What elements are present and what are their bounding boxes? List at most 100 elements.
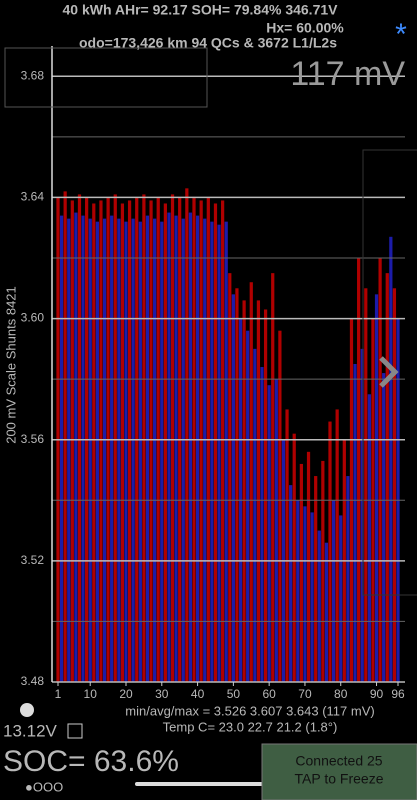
calendar-icon[interactable] (67, 723, 83, 739)
bar (374, 294, 379, 682)
bar (153, 218, 157, 682)
aux-voltage: 13.12V (3, 721, 58, 740)
y-tick-label: 3.64 (21, 190, 45, 204)
x-tick-label: 40 (191, 687, 205, 701)
bar (321, 460, 325, 682)
plot: 3.48 3.52 3.56 3.60 3.64 3.68 1 10 20 30 40 50 60 70 8… (21, 46, 405, 701)
bar (95, 221, 99, 682)
x-tick-label: 20 (119, 687, 133, 701)
bar (117, 218, 121, 682)
y-axis-label: 200 mV Scale Shunts 8421 (3, 286, 18, 444)
bar (199, 200, 203, 682)
bar (124, 221, 128, 682)
bar (267, 385, 271, 682)
x-tick-label: 96 (391, 687, 405, 701)
spread-annotation: 117 mV (290, 55, 405, 93)
bar (170, 194, 175, 682)
bar (213, 203, 218, 682)
bar (188, 212, 193, 683)
header-line: 40 kWh AHr= 92.17 SOH= 79.84% 346.71V (63, 2, 339, 18)
bar (231, 294, 235, 682)
bar (203, 218, 207, 682)
x-tick-label: 70 (298, 687, 312, 701)
y-tick-label: 3.56 (21, 432, 45, 446)
soc: SOC= 63.6% (3, 745, 179, 778)
bar (113, 194, 117, 682)
bar (382, 373, 386, 682)
bar (195, 215, 200, 682)
bar (210, 221, 214, 682)
y-tick-label: 3.68 (21, 68, 45, 82)
stats-line: min/avg/max = 3.526 3.607 3.643 (117 mV) (125, 703, 374, 718)
freeze-label: TAP to Freeze (295, 771, 384, 787)
bar (59, 215, 64, 682)
x-tick-label: 30 (155, 687, 169, 701)
settings-star[interactable]: * (395, 18, 407, 51)
bar (138, 221, 142, 682)
x-tick-label: 80 (334, 687, 348, 701)
zoom-box (4, 47, 208, 108)
bar (77, 194, 82, 682)
bar (88, 218, 92, 682)
bar (131, 218, 135, 682)
bar (357, 258, 361, 682)
bar (392, 288, 397, 682)
bar (224, 221, 228, 682)
bar (285, 409, 289, 682)
bar (303, 506, 307, 682)
header-line: odo=173,426 km 94 QCs & 3672 L1/L2s (79, 35, 337, 51)
bar (385, 273, 389, 682)
bar (102, 218, 107, 682)
bar (278, 330, 282, 682)
bar (249, 282, 253, 682)
bar (145, 215, 150, 682)
bar (296, 500, 300, 682)
bar (378, 258, 382, 682)
bar (335, 409, 339, 682)
page-dots: ●OOO (25, 779, 63, 794)
bar (242, 300, 246, 682)
bar (127, 200, 132, 682)
home-bar (135, 782, 280, 786)
bar (70, 200, 74, 682)
bar (353, 364, 357, 682)
header-line: Hx= 60.00% (266, 20, 344, 36)
bar (110, 215, 114, 682)
next-arrow[interactable] (379, 356, 399, 388)
bar (364, 288, 368, 682)
bar (160, 221, 164, 682)
bar (263, 309, 268, 682)
bar (181, 218, 185, 682)
bar (328, 421, 332, 682)
bar (306, 451, 311, 682)
bar (289, 485, 293, 682)
bar (324, 542, 329, 682)
bar (74, 212, 78, 683)
connect-button[interactable] (261, 743, 417, 800)
bar (221, 200, 225, 682)
bar (299, 463, 303, 682)
bar (314, 476, 318, 682)
light-icon[interactable] (20, 703, 34, 717)
bar (217, 224, 221, 682)
bar (360, 348, 364, 682)
bar (120, 203, 125, 682)
bar (271, 273, 275, 682)
bar (256, 300, 261, 682)
bar (81, 215, 85, 682)
connected-status: Connected 25 (295, 753, 382, 769)
bar (317, 530, 321, 682)
y-tick-label: 3.52 (21, 553, 45, 567)
bar (63, 191, 67, 682)
bar (228, 273, 232, 682)
bar (260, 367, 264, 682)
bar (292, 433, 296, 682)
bar (246, 330, 250, 682)
bar (235, 288, 239, 682)
bar (331, 500, 336, 682)
side-box (362, 149, 417, 596)
bar (339, 515, 343, 682)
x-tick-label: 50 (227, 687, 241, 701)
